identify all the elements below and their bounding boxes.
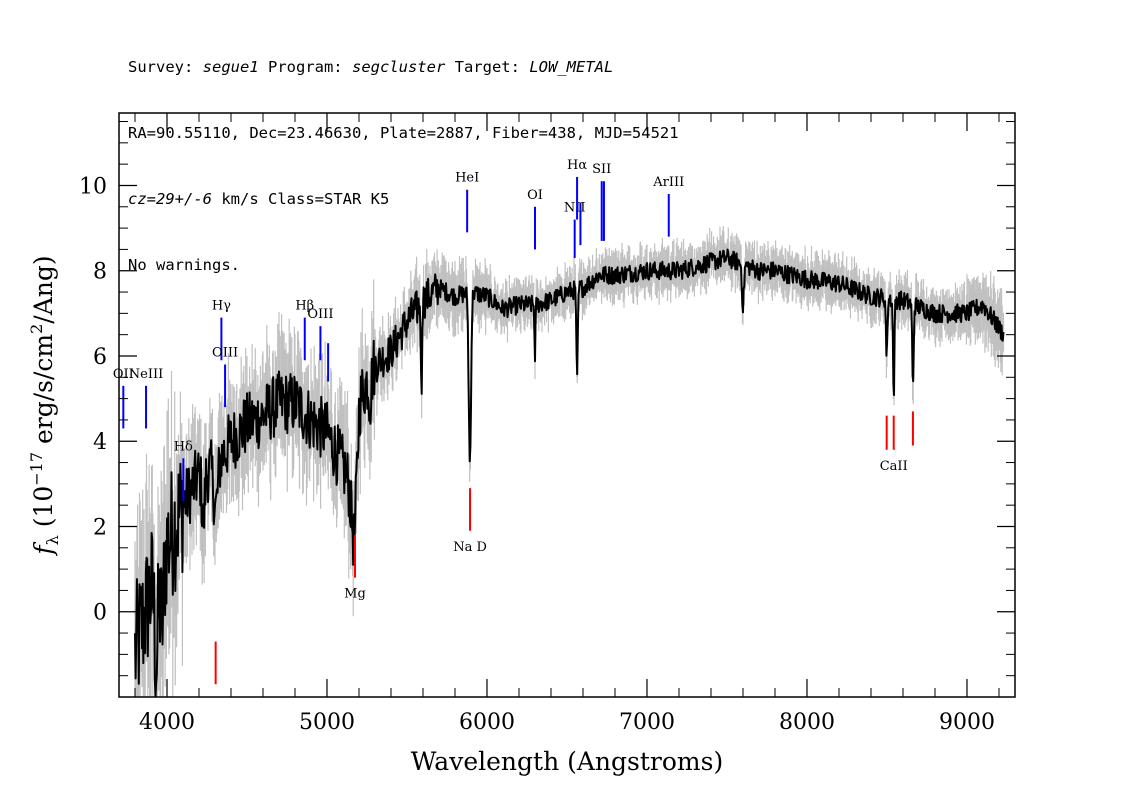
line-label: NeIII xyxy=(129,367,163,382)
target-label: Target: xyxy=(445,58,530,76)
target-value: LOW_METAL xyxy=(529,58,614,76)
y-tick-label: 4 xyxy=(93,430,107,455)
program-label: Program: xyxy=(258,58,352,76)
survey-value: segue1 xyxy=(202,58,259,76)
y-tick-label: 6 xyxy=(93,345,107,370)
line-label: Mg xyxy=(344,587,366,602)
x-tick-label: 9000 xyxy=(939,710,995,735)
header-line-redshift: cz=29+/-6 km/s Class=STAR K5 xyxy=(128,188,679,210)
x-tick-label: 5000 xyxy=(299,710,355,735)
spectrum-header: Survey: segue1 Program: segcluster Targe… xyxy=(128,12,679,298)
header-line-coordinates: RA=90.55110, Dec=23.46630, Plate=2887, F… xyxy=(128,124,679,142)
header-line-warnings: No warnings. xyxy=(128,256,240,274)
line-label: Hγ xyxy=(212,299,231,314)
line-label: Hβ xyxy=(295,299,314,314)
line-label: CaII xyxy=(880,459,908,474)
axis-ticks: 4000 5000 6000 7000 8000 9000 0 2 4 6 8 10 xyxy=(79,113,1015,735)
line-label: Hδ xyxy=(174,439,193,454)
y-tick-label: 2 xyxy=(93,515,107,540)
redshift-value: cz=29+/-6 xyxy=(128,190,212,208)
flux-line xyxy=(134,248,1005,698)
x-tick-label: 4000 xyxy=(139,710,195,735)
line-label: OIII xyxy=(212,346,238,361)
line-label: SII xyxy=(592,162,611,177)
x-tick-label: 8000 xyxy=(779,710,835,735)
survey-label: Survey: xyxy=(128,58,203,76)
line-label: OI xyxy=(527,188,543,203)
line-label: ArIII xyxy=(652,175,684,190)
y-tick-label: 10 xyxy=(79,174,107,199)
flux-series xyxy=(134,248,1005,698)
class-value: km/s Class=STAR K5 xyxy=(212,190,390,208)
line-label: Hα xyxy=(567,158,587,173)
x-axis-title: Wavelength (Angstroms) xyxy=(411,747,723,776)
line-label: NII xyxy=(564,201,586,216)
line-label: Na D xyxy=(453,540,487,555)
plot-frame xyxy=(118,112,1016,698)
line-label: OII xyxy=(113,367,134,382)
program-value: segcluster xyxy=(351,58,446,76)
y-tick-label: 0 xyxy=(93,601,107,626)
y-axis-title: fλ (10−17 erg/s/cm2/Ang) xyxy=(27,255,62,556)
line-label: HeI xyxy=(455,171,479,186)
x-tick-label: 7000 xyxy=(619,710,675,735)
x-tick-label: 6000 xyxy=(459,710,515,735)
line-label: OIII xyxy=(307,307,333,322)
header-line-survey: Survey: segue1 Program: segcluster Targe… xyxy=(128,56,679,78)
y-tick-label: 8 xyxy=(93,260,107,285)
